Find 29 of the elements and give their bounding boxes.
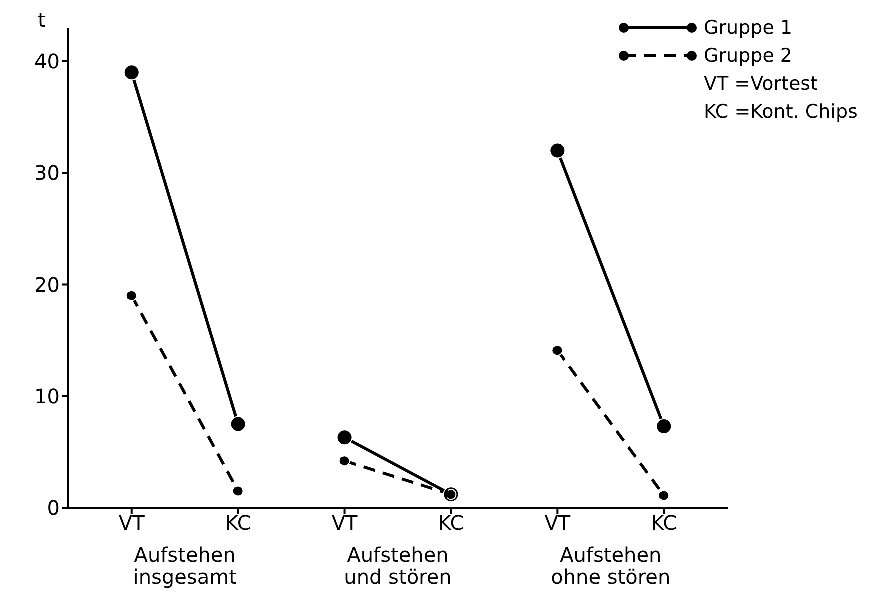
point bbox=[552, 345, 564, 356]
x-tick-label: VT bbox=[118, 511, 146, 536]
text: Aufstehen insgesamt bbox=[132, 543, 238, 589]
legend-label: Gruppe 2 bbox=[704, 44, 793, 69]
x-tick-label: KC bbox=[225, 511, 252, 536]
point bbox=[656, 418, 672, 435]
legend-label: Gruppe 1 bbox=[704, 16, 793, 41]
point bbox=[336, 430, 353, 446]
x-tick-label: VT bbox=[332, 511, 359, 536]
y-tick-label: 40 bbox=[34, 50, 60, 74]
point bbox=[126, 290, 138, 302]
y-tick-label: 0 bbox=[47, 496, 60, 520]
annotation: VT =Vortest bbox=[703, 72, 820, 97]
text: Aufstehen und stören bbox=[343, 543, 453, 589]
y-tick-label: 10 bbox=[34, 384, 60, 408]
point bbox=[124, 64, 140, 81]
point bbox=[339, 456, 350, 467]
annotation: KC =Kont. Chips bbox=[703, 100, 859, 125]
x-tick-label: KC bbox=[651, 511, 678, 536]
x-tick-label: VT bbox=[544, 511, 572, 536]
point bbox=[658, 490, 670, 502]
y-tick-label: 20 bbox=[34, 272, 60, 297]
y-tick-label: 30 bbox=[34, 161, 60, 186]
text: Aufstehen ohne stören bbox=[550, 543, 672, 589]
point bbox=[232, 486, 244, 497]
x-tick-label: KC bbox=[438, 511, 464, 536]
point bbox=[230, 416, 246, 432]
point bbox=[550, 142, 566, 159]
y-axis-title: t bbox=[38, 8, 46, 32]
